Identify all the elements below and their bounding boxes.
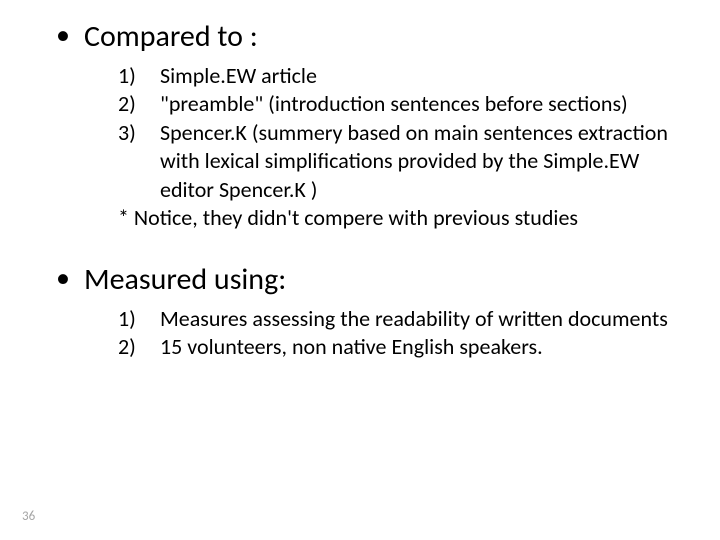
bullet-icon: •: [56, 18, 70, 52]
item-number: 3): [118, 119, 146, 148]
bullet-icon: •: [56, 261, 70, 295]
section1-title: Compared to :: [84, 18, 258, 56]
section1-items: 1) Simple.EW article 2) "preamble" (intr…: [118, 62, 680, 234]
list-item: 3) Spencer.K (summery based on main sent…: [118, 119, 680, 205]
item-text: Measures assessing the readability of wr…: [146, 305, 668, 334]
slide-container: • Compared to : 1) Simple.EW article 2) …: [0, 0, 720, 540]
item-text: Simple.EW article: [146, 62, 317, 91]
section1-note: * Notice, they didn't compere with previ…: [118, 204, 680, 233]
item-number: 2): [118, 333, 146, 362]
section2-title: Measured using:: [84, 261, 286, 299]
section2-heading: • Measured using:: [40, 261, 680, 299]
item-text: Spencer.K (summery based on main sentenc…: [146, 119, 680, 205]
section1-heading: • Compared to :: [40, 18, 680, 56]
item-number: 1): [118, 305, 146, 334]
item-text: "preamble" (introduction sentences befor…: [146, 90, 628, 119]
list-item: 2) "preamble" (introduction sentences be…: [118, 90, 680, 119]
section2-items: 1) Measures assessing the readability of…: [118, 305, 680, 362]
list-item: 1) Simple.EW article: [118, 62, 680, 91]
page-number: 36: [22, 509, 35, 524]
item-number: 1): [118, 62, 146, 91]
item-number: 2): [118, 90, 146, 119]
item-text: 15 volunteers, non native English speake…: [146, 333, 543, 362]
list-item: 1) Measures assessing the readability of…: [118, 305, 680, 334]
list-item: 2) 15 volunteers, non native English spe…: [118, 333, 680, 362]
